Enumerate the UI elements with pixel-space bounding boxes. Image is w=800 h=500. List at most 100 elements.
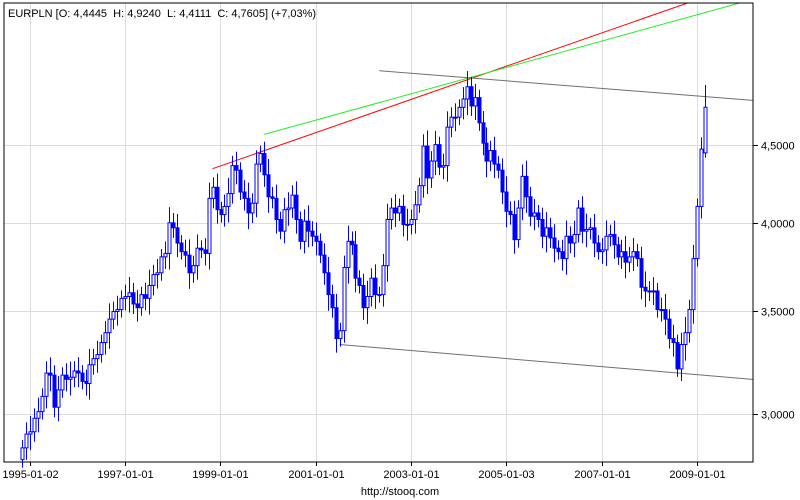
candle	[270, 186, 275, 209]
candle	[346, 225, 351, 284]
y-tick-label: 4,5000	[761, 141, 795, 153]
candle-body-up	[409, 219, 414, 225]
candle	[254, 150, 259, 218]
candle	[592, 214, 597, 258]
candle-body-down	[667, 318, 672, 340]
candle	[604, 220, 609, 267]
candle	[663, 293, 668, 336]
candle-body-up	[222, 205, 227, 216]
trendlines	[212, 3, 753, 380]
candle	[298, 211, 303, 250]
x-tick-label: 2009-01-01	[669, 469, 725, 481]
candle-body-down	[143, 294, 148, 299]
candle-body-up	[40, 395, 45, 413]
candle-body-down	[215, 186, 220, 211]
candle-body-down	[270, 196, 275, 199]
candle	[683, 316, 688, 361]
candle-body-down	[496, 163, 501, 171]
candle	[528, 186, 533, 227]
candle-body-up	[584, 228, 589, 232]
candle	[393, 194, 398, 228]
candle-body-down	[318, 240, 323, 256]
candle	[199, 240, 204, 258]
candle	[572, 220, 577, 258]
candle-body-up	[167, 222, 172, 254]
candle	[171, 212, 176, 238]
candle-body-down	[560, 251, 565, 260]
candle-body-up	[99, 342, 104, 356]
candle	[461, 87, 466, 120]
y-tick-label: 3,5000	[761, 307, 795, 319]
candle-body-up	[163, 252, 168, 258]
candle	[608, 224, 613, 247]
candle	[175, 214, 180, 258]
candle-body-up	[36, 411, 41, 419]
candle-body-down	[310, 230, 315, 237]
candle	[258, 145, 263, 173]
candle	[703, 84, 708, 158]
candle-body-up	[516, 207, 521, 241]
candle-body-up	[385, 219, 390, 267]
candle	[20, 439, 25, 468]
candle	[163, 241, 168, 269]
x-tick-label: 1997-01-01	[97, 469, 153, 481]
candle-body-down	[334, 307, 339, 340]
candle	[159, 248, 164, 281]
candle-body-down	[623, 251, 628, 263]
candle-body-up	[588, 227, 593, 230]
candle	[123, 284, 128, 311]
candle-body-up	[604, 235, 609, 251]
candle-body-up	[695, 205, 700, 260]
candle-body-up	[111, 310, 116, 320]
candle-body-down	[536, 212, 541, 221]
candle-body-up	[147, 284, 152, 299]
candle	[107, 303, 112, 349]
candle	[397, 198, 402, 221]
candle	[389, 198, 394, 230]
candle-body-up	[453, 116, 458, 119]
candle	[40, 388, 45, 420]
candle	[405, 208, 410, 241]
candle	[68, 361, 73, 396]
candle-body-up	[230, 165, 235, 195]
candle	[111, 301, 116, 330]
candle	[326, 257, 331, 311]
candle	[655, 283, 660, 318]
candle-body-up	[155, 272, 160, 276]
candle-body-down	[675, 342, 680, 370]
candle	[342, 255, 347, 343]
candle-body-up	[381, 265, 386, 296]
candle-body-down	[298, 219, 303, 242]
source-link[interactable]: http://stooq.com	[361, 486, 439, 498]
candle	[48, 357, 53, 392]
trendline-trend-red	[212, 3, 690, 170]
candle-body-down	[326, 272, 331, 296]
candle	[52, 365, 57, 418]
candle-body-up	[60, 374, 65, 391]
candle-body-up	[687, 309, 692, 334]
y-axis: 3,0000 3,5000 4,0000 4,5000	[753, 141, 795, 422]
candle-body-down	[500, 169, 505, 193]
candle	[32, 408, 37, 442]
candle	[385, 203, 390, 282]
candle-body-up	[195, 247, 200, 267]
candle-body-up	[461, 98, 466, 108]
candle	[675, 334, 680, 377]
candle-body-up	[627, 256, 632, 263]
candle-body-down	[76, 370, 81, 374]
candle-body-down	[353, 244, 358, 279]
candle-body-up	[544, 227, 549, 237]
candle	[95, 340, 100, 373]
candle	[457, 99, 462, 126]
candle-body-up	[250, 202, 255, 214]
candle	[334, 293, 339, 353]
candle-body-up	[405, 223, 410, 226]
candle	[568, 226, 573, 254]
candle	[115, 295, 120, 326]
candle	[139, 286, 144, 316]
candle	[639, 246, 644, 300]
candle	[91, 348, 96, 375]
candle	[401, 194, 406, 237]
candle	[433, 130, 438, 176]
